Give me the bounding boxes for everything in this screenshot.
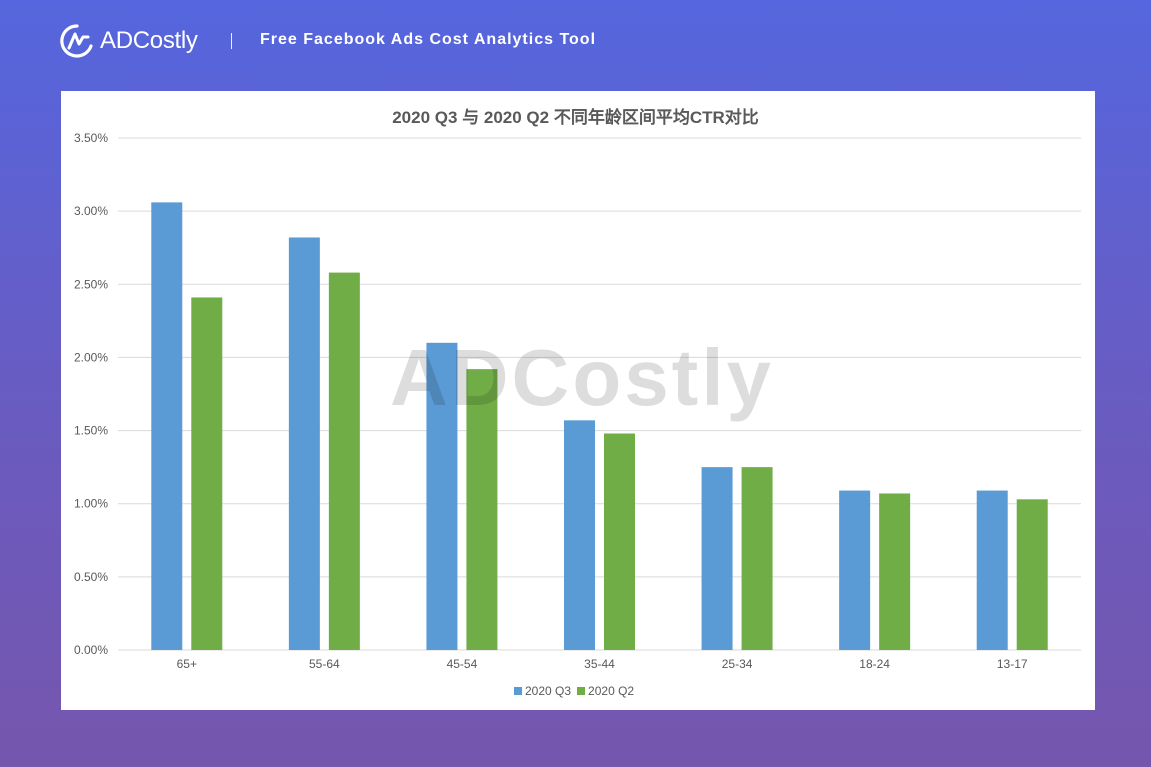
top-bar: ADCostly Free Facebook Ads Cost Analytic… xyxy=(0,0,1151,84)
y-tick-label: 2.50% xyxy=(74,277,108,291)
y-tick-label: 1.00% xyxy=(74,497,108,511)
watermark: ADCostly xyxy=(390,333,775,422)
bar xyxy=(466,369,498,650)
bar xyxy=(426,342,458,650)
legend-swatch xyxy=(577,687,586,695)
bar xyxy=(564,420,595,650)
bar xyxy=(328,272,360,650)
x-tick-label: 35-44 xyxy=(584,657,615,671)
y-tick-label: 3.00% xyxy=(74,204,108,218)
bar xyxy=(976,490,1008,650)
legend-label: 2020 Q3 xyxy=(525,684,572,698)
legend-label: 2020 Q2 xyxy=(588,684,635,698)
x-tick-label: 55-64 xyxy=(309,657,340,671)
legend-swatch xyxy=(514,687,522,695)
brand-logo[interactable]: ADCostly xyxy=(60,24,198,58)
legend-item: 2020 Q3 xyxy=(514,684,571,698)
bar xyxy=(604,433,635,650)
x-tick-label: 25-34 xyxy=(722,657,753,671)
bar xyxy=(839,490,871,650)
y-tick-label: 0.50% xyxy=(74,570,108,584)
chart-legend: 2020 Q3 2020 Q2 xyxy=(514,684,640,698)
y-tick-label: 1.50% xyxy=(74,424,108,438)
chart-title: 2020 Q3 与 2020 Q2 不同年龄区间平均CTR对比 xyxy=(392,108,759,127)
bar xyxy=(288,237,320,650)
x-tick-label: 18-24 xyxy=(859,657,890,671)
x-tick-label: 45-54 xyxy=(447,657,478,671)
header-tagline: Free Facebook Ads Cost Analytics Tool xyxy=(260,31,597,48)
adcostly-logo-icon xyxy=(60,24,93,58)
bar xyxy=(191,297,223,650)
y-tick-label: 2.00% xyxy=(74,350,108,364)
y-tick-label: 3.50% xyxy=(74,131,108,145)
bar xyxy=(879,493,911,650)
bar xyxy=(701,467,733,650)
x-tick-label: 13-17 xyxy=(997,657,1028,671)
legend-item: 2020 Q2 xyxy=(577,684,634,698)
brand-name: ADCostly xyxy=(100,27,198,54)
header-divider xyxy=(231,33,232,49)
bar xyxy=(741,467,773,650)
x-tick-label: 65+ xyxy=(177,657,197,671)
y-tick-label: 0.00% xyxy=(74,643,108,657)
bar xyxy=(1016,499,1048,650)
bar xyxy=(151,202,183,650)
